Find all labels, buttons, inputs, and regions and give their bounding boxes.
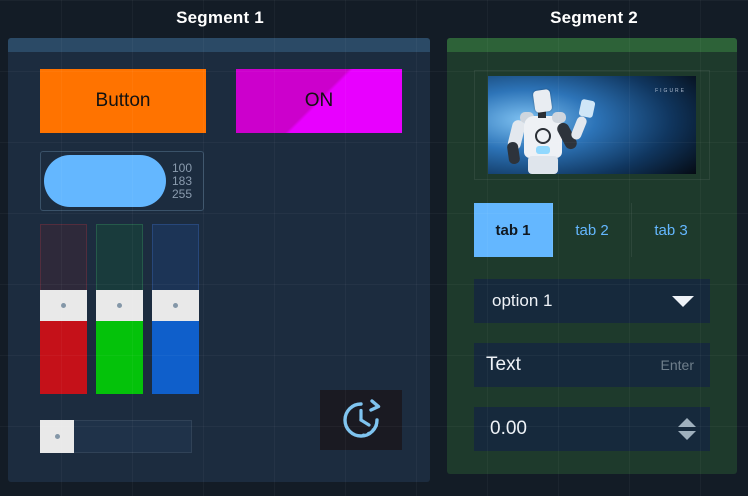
- segment-1-panel-header: [8, 38, 430, 52]
- text-input-value: Text: [486, 354, 521, 375]
- segment-2-title: Segment 2: [550, 8, 638, 27]
- handle-dot-icon: [61, 303, 66, 308]
- tab-2[interactable]: tab 2: [553, 203, 632, 257]
- robot-forearm-right: [569, 115, 589, 141]
- segment-2-panel-header: [447, 38, 737, 52]
- horizontal-slider-handle[interactable]: [40, 420, 74, 453]
- robot-head: [532, 88, 553, 114]
- spinbox-value: 0.00: [490, 418, 527, 439]
- robot-hand: [578, 98, 596, 119]
- text-input-placeholder: Enter: [660, 357, 694, 373]
- text-input[interactable]: Text Enter: [474, 343, 710, 387]
- tab-3[interactable]: tab 3: [654, 221, 688, 239]
- clock-history-button[interactable]: [320, 390, 402, 450]
- slider-handle-blue[interactable]: [152, 290, 199, 321]
- vertical-slider-blue[interactable]: [152, 224, 199, 394]
- slider-handle-green[interactable]: [96, 290, 143, 321]
- dropdown-select[interactable]: option 1: [474, 279, 710, 323]
- spinner-down-icon[interactable]: [678, 431, 696, 440]
- clock-history-icon: [343, 399, 381, 438]
- slider-fill-red: [40, 321, 87, 394]
- color-value-g: 183: [172, 173, 193, 188]
- image-watermark: FIGURE: [655, 88, 686, 94]
- color-value-b: 255: [172, 186, 193, 201]
- robot-chest-ring: [535, 128, 551, 144]
- spinner-arrows-icon[interactable]: [678, 418, 696, 440]
- slider-handle-red[interactable]: [40, 290, 87, 321]
- vertical-slider-green[interactable]: [96, 224, 143, 394]
- spinner-up-icon[interactable]: [678, 418, 696, 427]
- color-value-r: 100: [172, 160, 193, 175]
- robot-pelvis: [528, 156, 558, 174]
- image-frame: FIGURE: [474, 70, 710, 180]
- tab-bar: tab 1 tab 2 tab 3: [474, 203, 710, 257]
- robot-image: FIGURE: [488, 76, 696, 174]
- slider-fill-green: [96, 321, 143, 394]
- toggle-button[interactable]: ON: [236, 69, 402, 133]
- slider-fill-blue: [152, 321, 199, 394]
- handle-dot-icon: [54, 434, 60, 439]
- color-swatch[interactable]: [44, 155, 166, 207]
- robot-neck: [538, 108, 546, 118]
- push-button[interactable]: Button: [40, 69, 206, 133]
- vertical-slider-red[interactable]: [40, 224, 87, 394]
- handle-dot-icon: [173, 303, 178, 308]
- color-picker[interactable]: 100 183 255: [40, 151, 204, 211]
- tab-1[interactable]: tab 1: [474, 203, 553, 257]
- handle-dot-icon: [117, 303, 122, 308]
- chevron-down-icon[interactable]: [672, 295, 694, 307]
- robot-shoulder-right: [552, 112, 566, 123]
- dropdown-value: option 1: [492, 291, 553, 310]
- robot-core-glow: [536, 146, 550, 154]
- color-rgb-values: 100 183 255: [172, 160, 193, 201]
- segment-1-title: Segment 1: [176, 8, 264, 27]
- number-spinbox[interactable]: 0.00: [474, 407, 710, 451]
- horizontal-slider[interactable]: [40, 420, 192, 453]
